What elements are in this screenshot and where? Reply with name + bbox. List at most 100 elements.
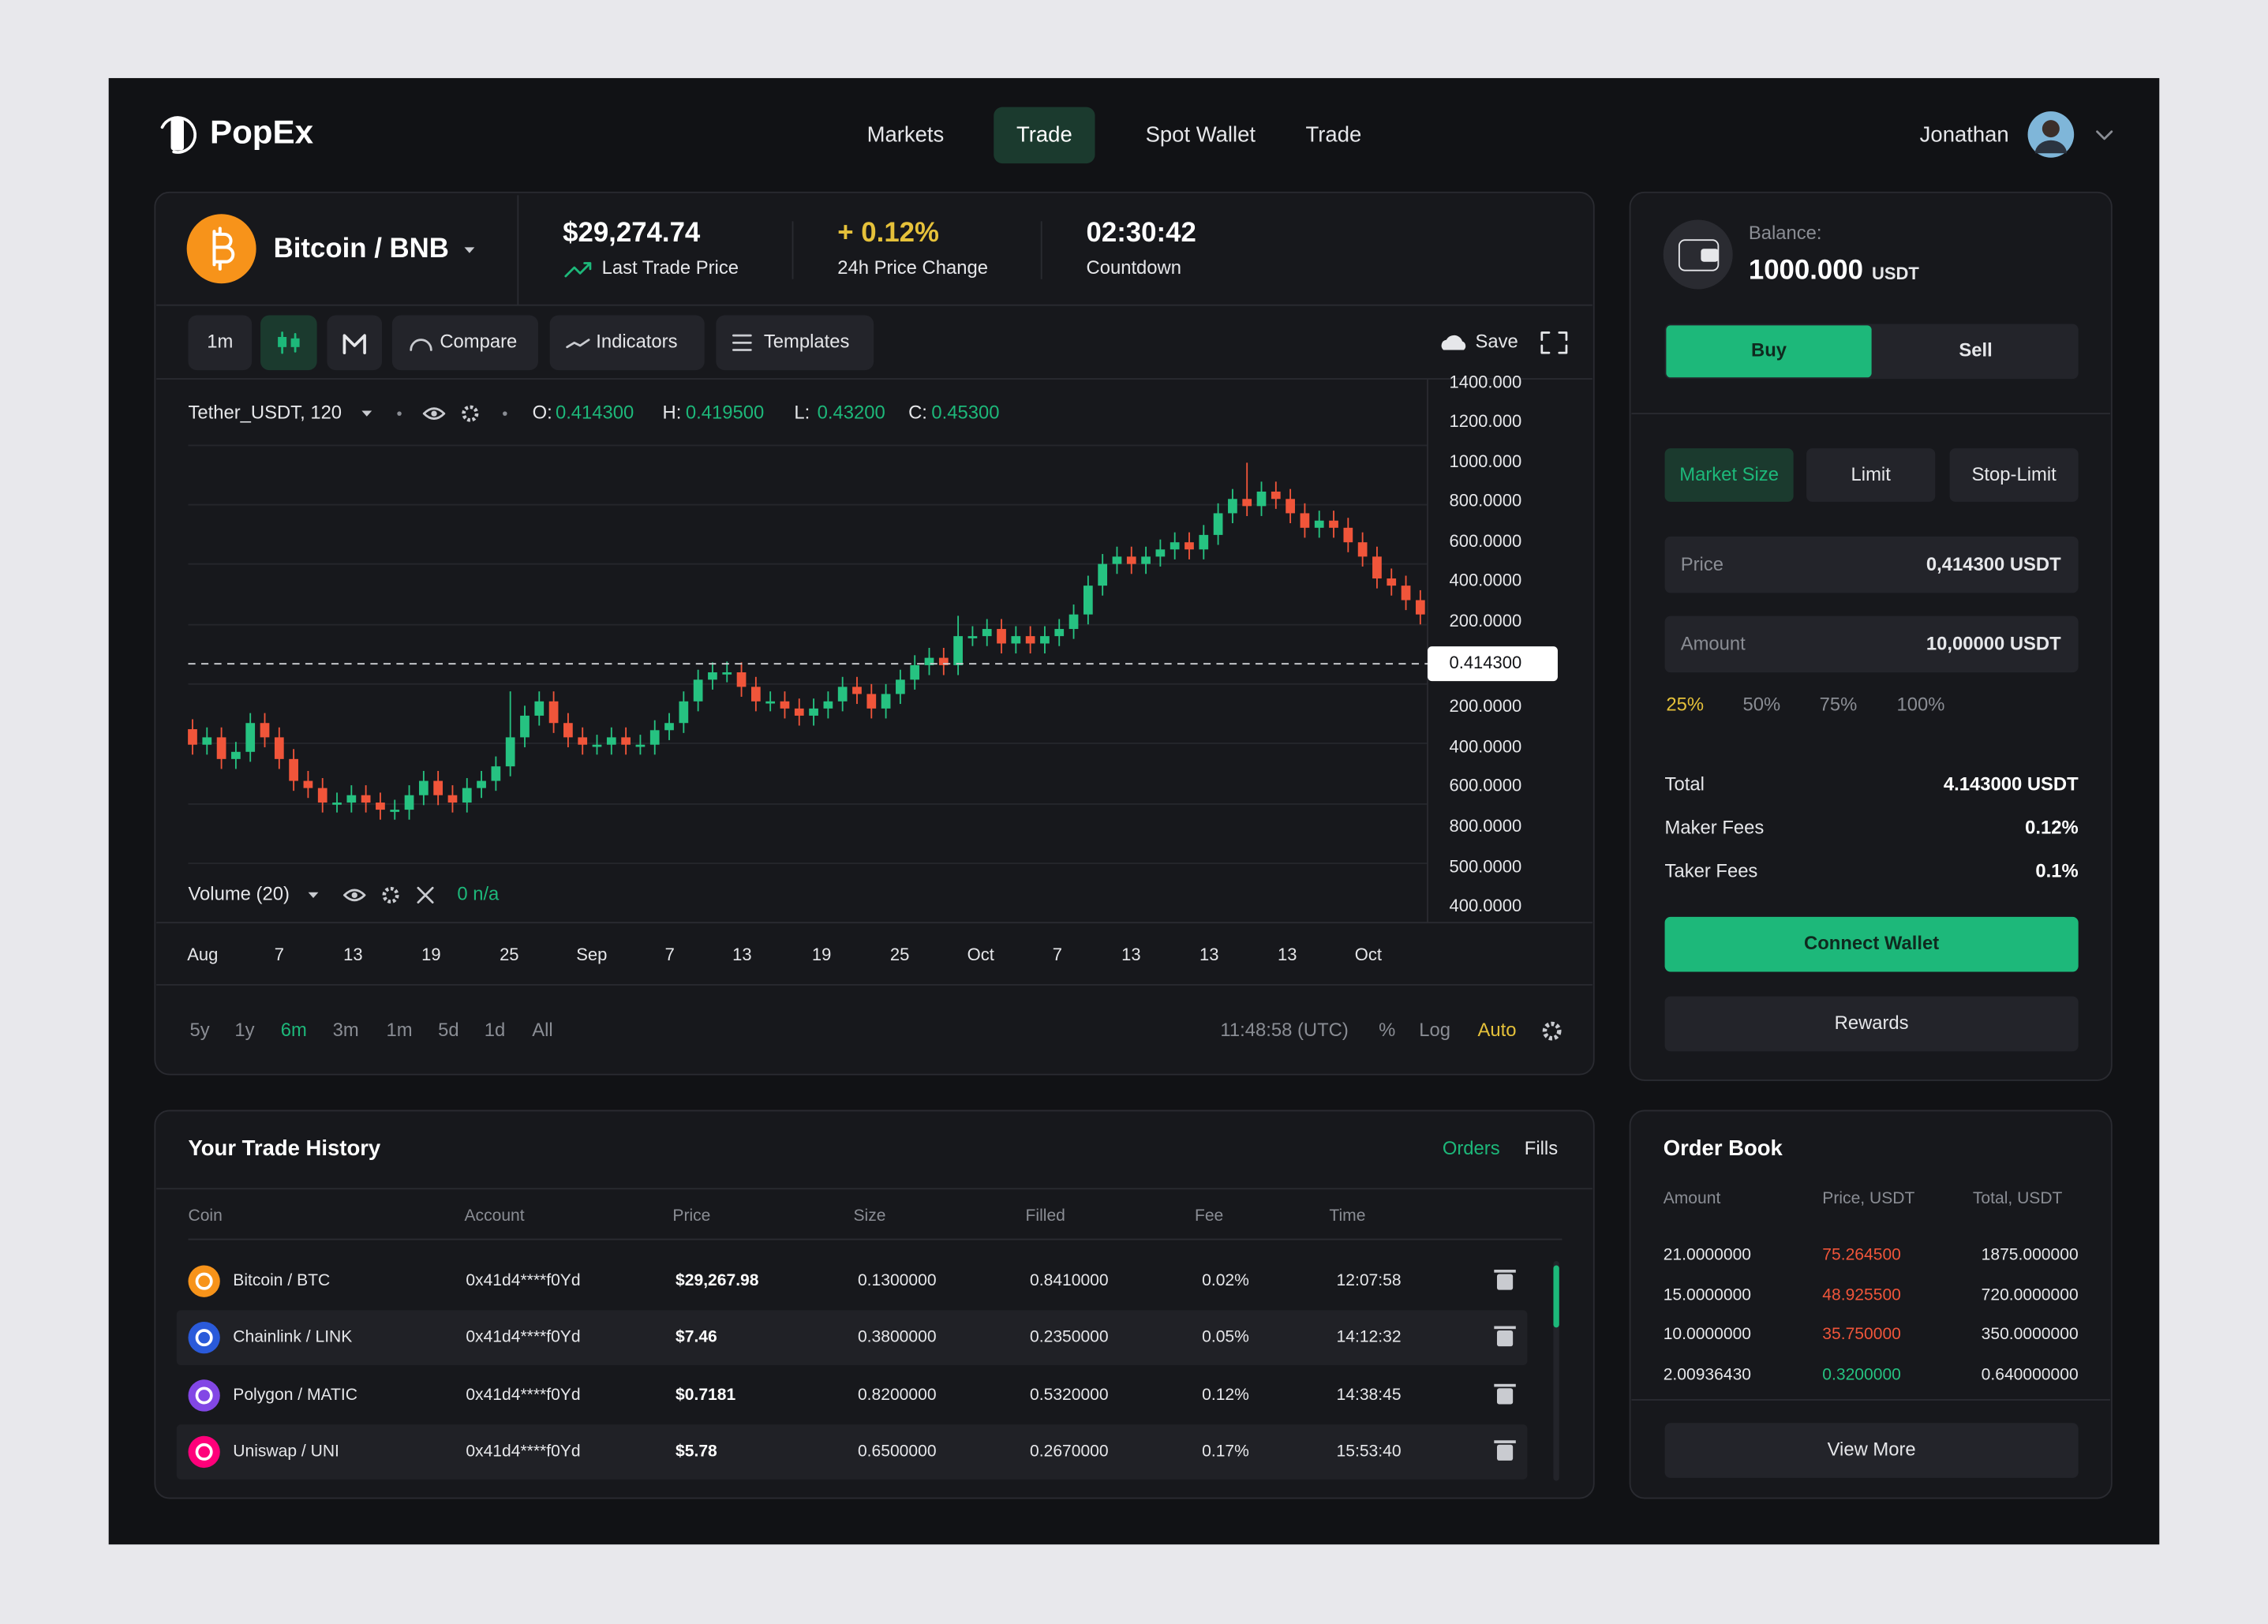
percentage-option[interactable]: 75%	[1820, 694, 1858, 716]
order-type-label[interactable]: Limit	[1851, 464, 1892, 485]
nav-item[interactable]: Trade	[1306, 122, 1362, 147]
order-type-tab[interactable]	[1664, 448, 1794, 502]
pair-name[interactable]: Bitcoin / BNB	[274, 233, 449, 264]
rewards-button[interactable]	[1664, 996, 2079, 1052]
cell: 0.12%	[1202, 1386, 1249, 1404]
range-option[interactable]: 3m	[333, 1020, 359, 1041]
settings-icon[interactable]	[1542, 1021, 1562, 1041]
utc-time: 11:48:58 (UTC)	[1220, 1020, 1348, 1041]
scale-option[interactable]: Log	[1419, 1020, 1450, 1041]
candle-body	[188, 729, 197, 745]
scale-option[interactable]: %	[1379, 1020, 1395, 1041]
candle-body	[1314, 520, 1324, 528]
cell: 0.8200000	[858, 1386, 937, 1404]
toolbar-button[interactable]	[549, 315, 705, 371]
percentage-option[interactable]: 100%	[1896, 694, 1944, 716]
axis-label: 1000.000	[1450, 451, 1522, 471]
price-badge	[1428, 646, 1558, 682]
ohlc-label: C:	[908, 402, 927, 423]
toolbar-button-label[interactable]: Templates	[764, 331, 850, 353]
connect-wallet-label[interactable]: Connect Wallet	[1804, 933, 1939, 954]
range-option[interactable]: 5d	[438, 1020, 459, 1041]
scroll-thumb[interactable]	[1553, 1265, 1559, 1328]
ob-total: 0.640000000	[1982, 1365, 2079, 1383]
history-tab[interactable]: Fills	[1525, 1138, 1558, 1159]
axis-label: 1200.000	[1450, 411, 1522, 431]
nav-item[interactable]: Markets	[867, 122, 945, 147]
range-option[interactable]: 1d	[485, 1020, 505, 1041]
interval-button[interactable]	[188, 315, 253, 371]
delete-icon[interactable]	[1496, 1274, 1514, 1290]
toolbar-icon	[732, 334, 752, 351]
range-option[interactable]: All	[532, 1020, 552, 1041]
cell: 14:38:45	[1337, 1386, 1402, 1404]
history-title: Your Trade History	[188, 1136, 380, 1160]
axis-label: 800.0000	[1450, 816, 1522, 836]
candle-body	[708, 672, 717, 680]
candle-body	[736, 672, 747, 687]
cell: 0.6500000	[858, 1442, 937, 1460]
price-input[interactable]	[1664, 536, 2079, 593]
coin-icon-glyph	[195, 1272, 213, 1290]
sell-label[interactable]: Sell	[1959, 340, 1992, 361]
range-option[interactable]: 6m	[281, 1020, 307, 1041]
column-header: Price	[672, 1207, 710, 1225]
bar-type-button[interactable]	[327, 315, 383, 371]
x-axis-label: 7	[275, 945, 284, 964]
ohlc-value: 0.45300	[931, 402, 999, 423]
candle-body	[462, 788, 472, 803]
candle-body	[404, 795, 414, 810]
candle-body	[1401, 586, 1411, 601]
buy-button[interactable]	[1666, 325, 1872, 378]
view-more-button[interactable]	[1664, 1423, 2079, 1478]
toolbar-button[interactable]	[716, 315, 874, 371]
toolbar-button-label[interactable]: Compare	[440, 331, 517, 353]
rewards-label[interactable]: Rewards	[1835, 1012, 1909, 1034]
percentage-option[interactable]: 50%	[1743, 694, 1781, 716]
candle-body	[881, 694, 891, 709]
candle-body	[896, 679, 905, 694]
x-axis-label: 13	[1121, 945, 1140, 964]
cell: $5.78	[676, 1442, 717, 1460]
volume-legend[interactable]: Volume (20)	[188, 884, 289, 905]
delete-icon[interactable]	[1496, 1444, 1514, 1461]
column-header: Fee	[1195, 1207, 1223, 1225]
ob-price: 75.264500	[1822, 1245, 1901, 1263]
candle-body	[1040, 636, 1050, 644]
buy-label[interactable]: Buy	[1751, 340, 1787, 361]
nav-item[interactable]: Spot Wallet	[1146, 122, 1256, 147]
candle-type-button[interactable]	[260, 315, 317, 371]
candle-body	[1083, 586, 1093, 615]
view-more-label[interactable]: View More	[1828, 1439, 1916, 1460]
series-legend[interactable]: Tether_USDT, 120	[188, 402, 342, 423]
scale-option[interactable]: Auto	[1477, 1020, 1516, 1041]
ob-amount: 2.00936430	[1664, 1365, 1751, 1383]
range-option[interactable]: 1m	[386, 1020, 412, 1041]
candle-body	[231, 751, 241, 759]
candle-body	[303, 780, 313, 788]
user-name[interactable]: Jonathan	[1920, 122, 2009, 147]
percentage-option[interactable]: 25%	[1666, 694, 1704, 716]
order-type-tab[interactable]	[1949, 448, 2079, 502]
order-type-label[interactable]: Stop-Limit	[1972, 464, 2057, 485]
amount-input[interactable]	[1664, 616, 2079, 673]
cell: 14:12:32	[1337, 1328, 1402, 1346]
delete-icon[interactable]	[1496, 1388, 1514, 1405]
history-tab[interactable]: Orders	[1443, 1138, 1500, 1159]
toolbar-button[interactable]	[391, 315, 538, 371]
nav-item[interactable]: Trade	[1016, 122, 1072, 147]
save-button[interactable]: Save	[1475, 331, 1518, 353]
range-option[interactable]: 1y	[234, 1020, 254, 1041]
connect-wallet-button[interactable]	[1664, 916, 2079, 972]
cell: 0.8410000	[1030, 1271, 1109, 1289]
candle-body	[534, 701, 545, 716]
range-option[interactable]: 5y	[190, 1020, 210, 1041]
ob-price: 0.3200000	[1822, 1365, 1901, 1383]
order-type-label[interactable]: Market Size	[1679, 464, 1779, 485]
delete-icon[interactable]	[1496, 1330, 1514, 1347]
order-type-tab[interactable]	[1806, 448, 1936, 502]
legend-dropdown	[308, 892, 319, 899]
toolbar-button-label[interactable]: Indicators	[596, 331, 677, 353]
eye-icon	[422, 407, 446, 420]
candle-body	[477, 780, 486, 788]
